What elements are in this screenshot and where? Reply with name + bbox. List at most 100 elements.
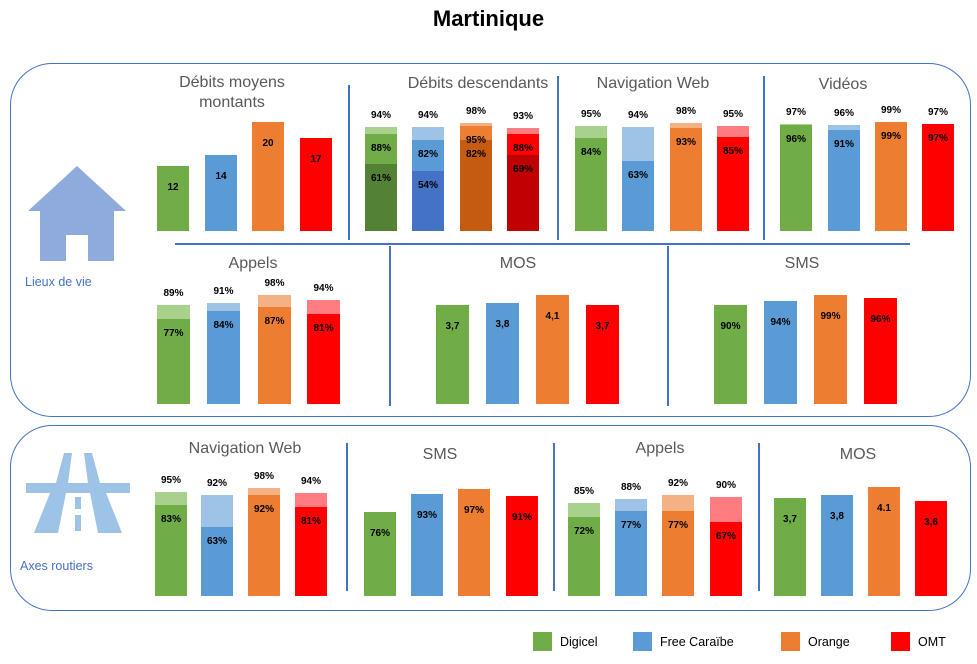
data-label: 91% [833, 139, 855, 151]
bar-digicel-layer [157, 305, 190, 319]
bar-free-caraïbe-layer [412, 127, 444, 141]
section-lieux-de-vie [10, 63, 971, 417]
bar-orange-layer [460, 126, 492, 141]
data-label: 94% [313, 282, 334, 294]
bar-omt-layer [507, 133, 539, 155]
divider [758, 443, 760, 591]
data-label: 67% [715, 531, 737, 543]
legend-label: Orange [808, 634, 850, 649]
section-label: Lieux de vie [25, 275, 92, 289]
data-label: 83% [160, 513, 182, 525]
bar-orange-layer [258, 307, 291, 404]
bar-digicel-layer [568, 502, 600, 517]
bar-digicel-layer [364, 512, 396, 596]
data-label: 61% [370, 172, 392, 184]
lv-debits-montants-title: Débits moyens montants [179, 73, 285, 113]
bar-orange-layer [536, 294, 569, 404]
bar-omt-layer [307, 299, 340, 315]
legend-swatch [781, 632, 800, 651]
data-label: 3,8 [830, 511, 844, 523]
ar-appels-title: Appels [636, 439, 685, 459]
data-label: 96% [785, 133, 807, 145]
bar-orange-layer [248, 494, 280, 596]
panel-title-line: Appels [228, 255, 278, 272]
lv-videos-title: Vidéos [819, 75, 868, 95]
legend-label: Free Caraïbe [660, 634, 734, 649]
bar-orange-layer [868, 487, 900, 596]
bar-omt-layer [915, 500, 947, 596]
divider [389, 246, 391, 406]
data-label: 82% [465, 149, 487, 161]
bar-orange-layer [662, 511, 694, 596]
bar-digicel-layer [365, 163, 397, 231]
data-label: 4.1 [877, 503, 891, 515]
data-label: 14 [215, 170, 227, 182]
bar-free-caraïbe-layer [201, 494, 233, 527]
bar-omt-layer [507, 128, 539, 134]
data-label: 3,8 [495, 318, 510, 330]
data-label: 92% [206, 477, 228, 489]
bar-omt-layer [300, 138, 332, 231]
bar-omt-layer [507, 154, 539, 231]
bar-free-caraïbe-layer [622, 127, 654, 162]
bar-omt-layer [710, 497, 742, 523]
data-label: 99% [820, 311, 841, 323]
data-label: 84% [580, 147, 602, 159]
lv-debits-descendants-title: Débits descendants [408, 74, 549, 94]
divider [667, 246, 669, 406]
data-label: 88% [512, 142, 534, 154]
data-label: 17 [310, 154, 322, 166]
data-label: 93% [675, 137, 697, 149]
lv-appels-title: Appels [229, 254, 278, 274]
ar-sms-title: SMS [423, 445, 458, 465]
divider [763, 76, 765, 240]
lv-sms-title: SMS [785, 254, 820, 274]
data-label: 96% [833, 107, 855, 119]
panel-title-line: montants [199, 94, 265, 111]
bar-omt-layer [864, 298, 897, 404]
panel-title-line: Vidéos [818, 76, 868, 93]
legend-label: Digicel [560, 634, 598, 649]
data-label: 77% [667, 520, 689, 532]
bar-digicel-layer [365, 133, 397, 164]
bar-free-caraïbe-layer [615, 499, 647, 512]
data-label: 81% [300, 515, 322, 527]
bar-orange-layer [258, 295, 291, 308]
panel-title-line: Débits descendants [407, 75, 549, 92]
data-label: 76% [369, 528, 391, 540]
bar-digicel-layer [714, 305, 747, 404]
bar-free-caraïbe-layer [486, 302, 519, 404]
lv-navigation-web-title: Navigation Web [597, 74, 710, 94]
bar-digicel-layer [436, 305, 469, 404]
data-label: 90% [720, 321, 741, 332]
section-label: Axes routiers [20, 559, 93, 573]
data-label: 98% [675, 105, 697, 117]
bar-omt-layer [717, 137, 749, 231]
panel-title-line: MOS [499, 255, 537, 272]
data-label: 85% [573, 485, 595, 497]
bar-omt-layer [586, 305, 619, 404]
data-label: 88% [370, 142, 392, 154]
legend-item-digicel: Digicel [533, 632, 598, 651]
panel-title-line: Débits moyens [179, 74, 285, 91]
data-label: 82% [417, 149, 439, 161]
data-label: 90% [715, 480, 737, 491]
bar-free-caraïbe-layer [201, 526, 233, 596]
data-label: 95% [580, 109, 602, 121]
data-label: 98% [264, 278, 285, 290]
bar-free-caraïbe-layer [622, 161, 654, 231]
bar-digicel-layer [155, 504, 187, 596]
divider [553, 443, 555, 591]
data-label: 95% [465, 135, 487, 147]
data-label: 98% [253, 471, 275, 483]
data-label: 12 [167, 181, 179, 193]
ar-mos-title: MOS [840, 445, 876, 465]
bar-omt-layer [295, 492, 327, 507]
bar-digicel-layer [575, 126, 607, 139]
page-title: Martinique [432, 6, 545, 31]
data-label: 95% [722, 109, 744, 121]
data-label: 95% [160, 474, 182, 486]
panel-title-line: Navigation Web [596, 75, 710, 92]
data-label: 84% [213, 319, 234, 331]
section-axes-routiers [10, 425, 971, 611]
